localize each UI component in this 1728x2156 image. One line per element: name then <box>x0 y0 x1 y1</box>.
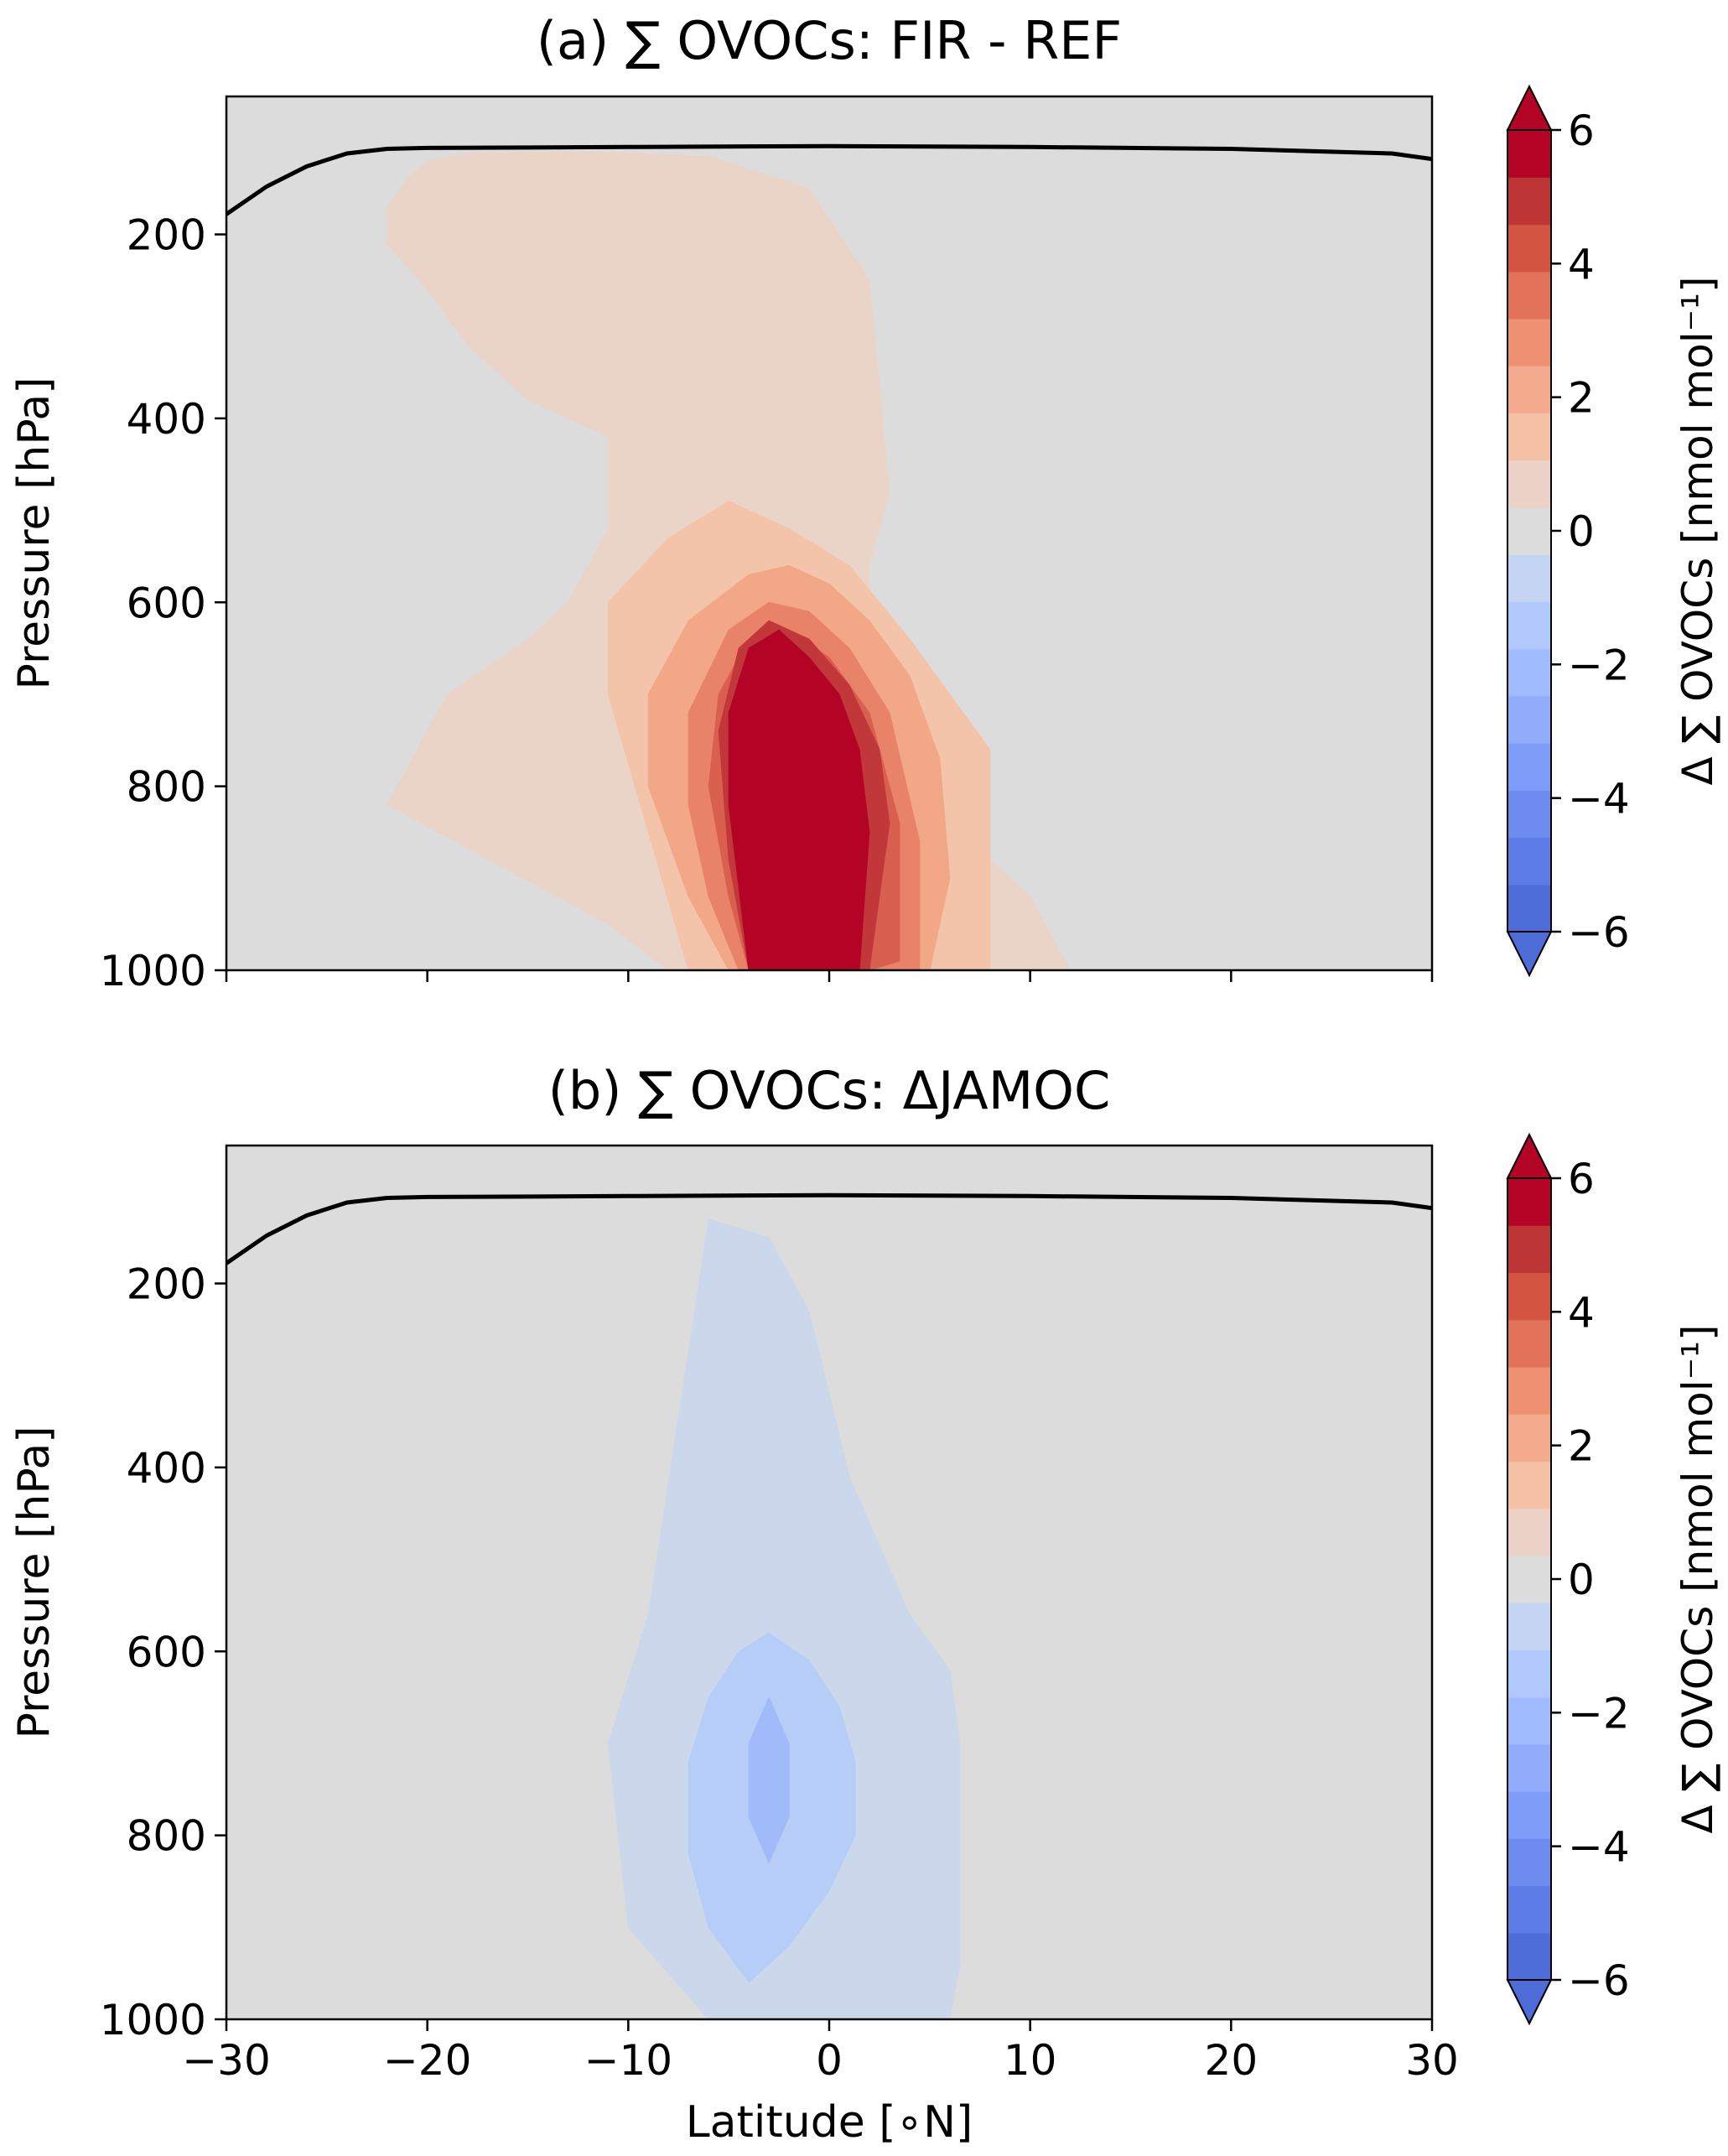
colorbar-tick-label: 0 <box>1568 1556 1595 1604</box>
colorbar-tick-label: 4 <box>1568 240 1595 288</box>
colorbar-tick-label: 6 <box>1568 107 1595 155</box>
colorbar-segment <box>1507 507 1551 555</box>
colorbar-segment <box>1507 743 1551 791</box>
colorbar-tick-label: −2 <box>1568 1689 1630 1738</box>
colorbar-extend-max <box>1506 84 1553 131</box>
y-tick-label: 800 <box>127 1812 206 1861</box>
colorbar-label: Δ ∑ OVOCs [nmol mol⁻¹] <box>1674 1324 1722 1833</box>
colorbar-segment <box>1507 1414 1551 1462</box>
x-tick-label: 0 <box>816 2036 843 2085</box>
colorbar-extend-min <box>1506 931 1553 978</box>
colorbar-segment <box>1507 601 1551 650</box>
colorbar-segment <box>1507 790 1551 839</box>
x-axis-label: Latitude [∘N] <box>686 2097 973 2148</box>
colorbar-segment <box>1507 1555 1551 1603</box>
colorbar-tick-label: 2 <box>1568 374 1595 423</box>
panel-title: (a) ∑ OVOCs: FIR - REF <box>537 10 1122 71</box>
y-tick-label: 1000 <box>100 1996 206 2044</box>
colorbar-segment <box>1507 884 1551 933</box>
contour-fills <box>226 1192 1432 2019</box>
colorbar: 6 4 2 0 −2 −4 −6 Δ ∑ OVOCs [nmol mol⁻¹] <box>1506 1132 1722 2026</box>
colorbar-segment <box>1507 224 1551 273</box>
panel-a: (a) ∑ OVOCs: FIR - REF 200 400 600 800 1000 Pr… <box>9 10 1722 995</box>
colorbar-tick-label: 6 <box>1568 1155 1595 1203</box>
y-tick-label: 600 <box>127 1628 206 1676</box>
colorbar-segment <box>1507 1649 1551 1698</box>
colorbar-segment <box>1507 1791 1551 1839</box>
colorbar-segment <box>1507 413 1551 461</box>
colorbar-segment <box>1507 1603 1551 1650</box>
y-axis-label: Pressure [hPa] <box>9 1426 60 1739</box>
colorbar-segment <box>1507 271 1551 320</box>
colorbar-segment <box>1507 648 1551 697</box>
panel-b: (b) ∑ OVOCs: ΔJAMOC2004006008001000Press… <box>9 1060 1722 2085</box>
colorbar-extend-max <box>1506 1132 1553 1179</box>
colorbar-segment <box>1507 695 1551 744</box>
contour-region <box>748 1696 790 1863</box>
colorbar-segment <box>1507 1696 1551 1745</box>
tropopause-line <box>226 1192 1432 1265</box>
colorbar-tick-label: 4 <box>1568 1288 1595 1337</box>
colorbar-extend-min <box>1506 1979 1553 2026</box>
x-tick-label: 20 <box>1205 2036 1258 2085</box>
y-tick-label: 400 <box>127 395 206 444</box>
colorbar-tick-label: 2 <box>1568 1422 1595 1471</box>
colorbar-label: Δ ∑ OVOCs [nmol mol⁻¹] <box>1674 276 1722 785</box>
colorbar-tick-label: −4 <box>1568 1823 1630 1872</box>
colorbar-segment <box>1507 1885 1551 1934</box>
x-tick-label: 10 <box>1004 2036 1057 2085</box>
contour-region <box>728 629 870 970</box>
y-tick-label: 1000 <box>100 947 206 995</box>
colorbar-segment <box>1507 1743 1551 1792</box>
colorbar-segment <box>1507 837 1551 886</box>
colorbar-segment <box>1507 460 1551 508</box>
colorbar-tick-label: −4 <box>1568 775 1630 823</box>
x-tick-label: −10 <box>584 2036 673 2085</box>
x-tick-label: −20 <box>383 2036 472 2085</box>
contour-fills <box>226 143 1432 970</box>
colorbar-tick-label: −6 <box>1568 908 1630 957</box>
colorbar-segment <box>1507 1272 1551 1321</box>
y-axis-label: Pressure [hPa] <box>9 377 60 690</box>
y-tick-label: 200 <box>127 211 206 260</box>
colorbar-segment <box>1507 1461 1551 1509</box>
colorbar-segment <box>1507 1508 1551 1556</box>
y-tick-label: 200 <box>127 1260 206 1309</box>
colorbar-tick-label: −6 <box>1568 1956 1630 2005</box>
colorbar-tick-label: −2 <box>1568 641 1630 689</box>
y-tick-label: 600 <box>127 579 206 627</box>
panels-group: (a) ∑ OVOCs: FIR - REF2004006008001000Pr… <box>9 10 1722 2085</box>
x-tick-label: −30 <box>182 2036 271 2085</box>
colorbar: 6 4 2 0 −2 −4 −6 Δ ∑ OVOCs [nmol mol⁻¹] <box>1506 84 1722 978</box>
colorbar-segment <box>1507 1319 1551 1368</box>
colorbar-segment <box>1507 318 1551 366</box>
y-tick-label: 800 <box>127 763 206 812</box>
colorbar-segment <box>1507 1225 1551 1274</box>
colorbar-segment <box>1507 177 1551 226</box>
colorbar-segment <box>1507 366 1551 414</box>
y-tick-label: 400 <box>127 1444 206 1493</box>
colorbar-segment <box>1507 1366 1551 1415</box>
panel-title: (b) ∑ OVOCs: ΔJAMOC <box>548 1060 1111 1121</box>
colorbar-segment <box>1507 1932 1551 1981</box>
tropopause-line <box>226 143 1432 216</box>
colorbar-segment <box>1507 554 1551 602</box>
colorbar-segment <box>1507 130 1551 178</box>
colorbar-segment <box>1507 1838 1551 1887</box>
x-tick-label: 30 <box>1405 2036 1459 2085</box>
colorbar-segment <box>1507 1178 1551 1226</box>
colorbar-tick-label: 0 <box>1568 507 1595 556</box>
